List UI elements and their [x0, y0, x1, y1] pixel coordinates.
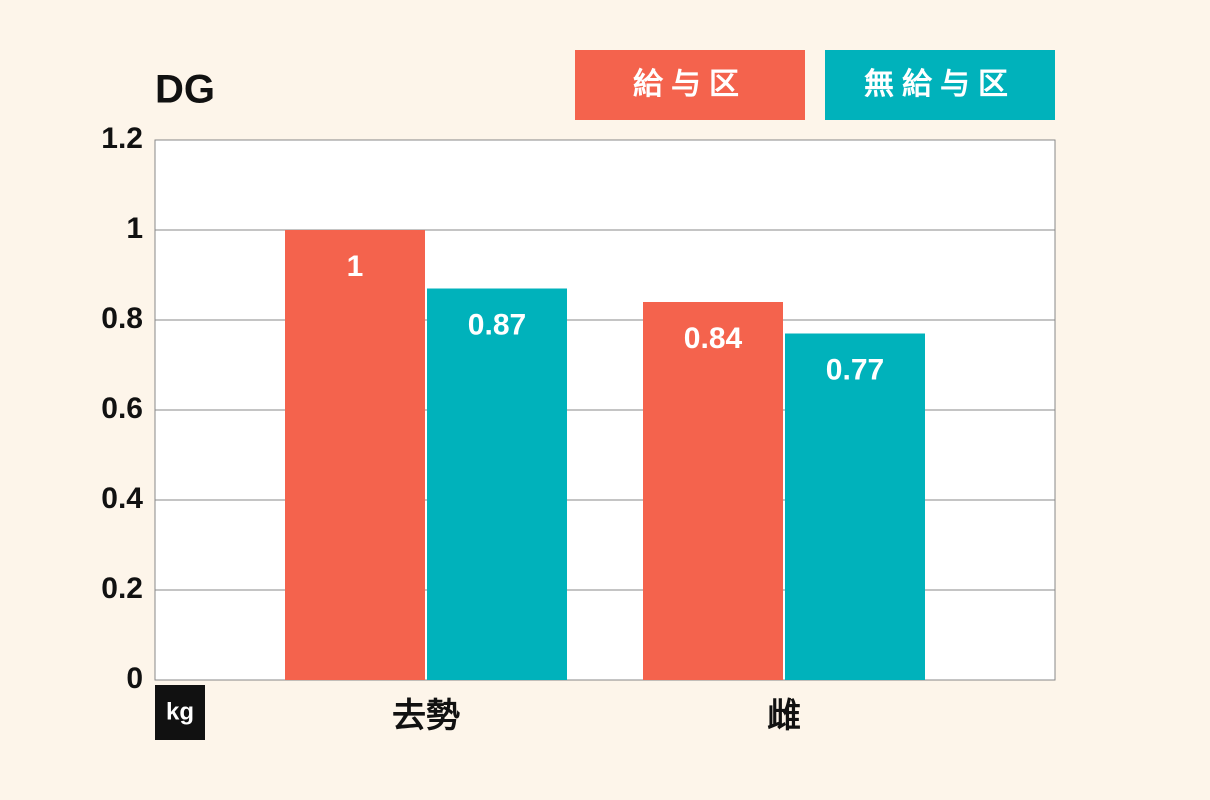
y-tick-label: 1 [126, 212, 143, 245]
y-unit: kg [166, 698, 194, 725]
legend-label: 無給与区 [864, 67, 1016, 101]
value-label: 0.77 [826, 353, 884, 386]
x-tick-label: 雌 [767, 697, 801, 735]
bar [643, 302, 783, 680]
x-tick-label: 去勢 [392, 697, 460, 735]
legend-swatch [825, 50, 1055, 120]
chart-title: DG [155, 68, 215, 112]
y-tick-label: 1.2 [101, 122, 143, 155]
y-tick-label: 0.4 [101, 482, 143, 515]
unit-box [155, 685, 205, 740]
value-label: 0.84 [684, 322, 743, 355]
y-tick-label: 0.2 [101, 572, 143, 605]
bar [785, 333, 925, 680]
value-label: 1 [347, 250, 364, 283]
legend-label: 給与区 [633, 67, 747, 101]
value-label: 0.87 [468, 308, 526, 341]
y-tick-label: 0 [126, 662, 143, 695]
legend-swatch [575, 50, 805, 120]
plot-border [154, 139, 1056, 681]
bar [427, 288, 567, 680]
bar [285, 230, 425, 680]
y-tick-label: 0.6 [101, 392, 143, 425]
y-tick-label: 0.8 [101, 302, 143, 335]
